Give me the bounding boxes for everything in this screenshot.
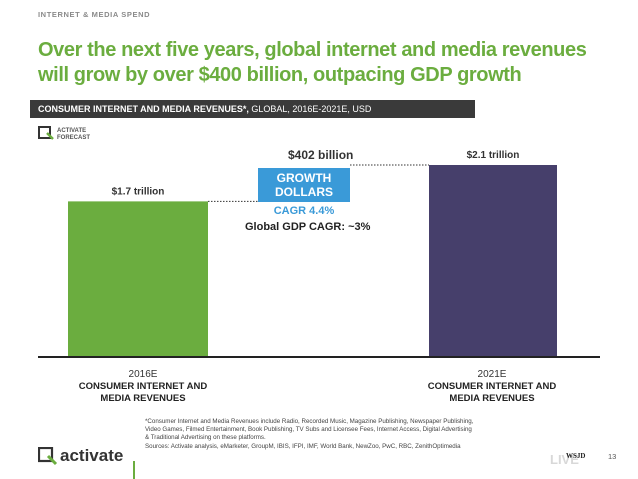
gdp-cagr-label: Global GDP CAGR: ~3%	[245, 221, 371, 233]
category-sublabel-2016: CONSUMER INTERNET AND MEDIA REVENUES	[78, 381, 208, 404]
activate-logo-icon	[38, 126, 54, 140]
bar-2016E	[68, 201, 208, 356]
footnote: *Consumer Internet and Media Revenues in…	[145, 418, 565, 451]
activate-footer-logo-icon	[38, 447, 58, 466]
bar-value-label: $2.1 trillion	[467, 150, 520, 161]
growth-dollars-badge: GROWTH DOLLARS	[258, 168, 350, 202]
chart-subtitle-rest: GLOBAL, 2016E-2021E, USD	[248, 104, 372, 114]
category-sublabel-2021: CONSUMER INTERNET AND MEDIA REVENUES	[427, 381, 557, 404]
wsjd-text: WSJD	[566, 452, 585, 460]
section-label: INTERNET & MEDIA SPEND	[38, 10, 151, 19]
footnote-line: & Traditional Advertising on these platf…	[145, 434, 266, 442]
category-year-2016: 2016E	[128, 369, 158, 380]
footnote-sources: Sources: Activate analysis, eMarketer, G…	[145, 442, 461, 450]
difference-label: $402 billion	[288, 148, 354, 162]
footnote-line: Video Games, Filmed Entertainment, Book …	[145, 426, 472, 434]
category-label-2016: 2016E CONSUMER INTERNET AND MEDIA REVENU…	[68, 369, 218, 405]
category-year-2021: 2021E	[477, 369, 507, 380]
footer-divider	[133, 461, 135, 479]
footnote-line: *Consumer Internet and Media Revenues in…	[145, 418, 474, 425]
category-label-2021: 2021E CONSUMER INTERNET AND MEDIA REVENU…	[417, 369, 567, 405]
forecast-label-line1: ACTIVATE	[57, 128, 87, 134]
page-title: Over the next five years, global interne…	[38, 39, 587, 86]
bar-2021E	[429, 165, 557, 356]
chart-subtitle-strong: CONSUMER INTERNET AND MEDIA REVENUES*,	[38, 104, 249, 114]
forecast-label-line2: FORECAST	[57, 135, 90, 141]
bar-value-label: $1.7 trillion	[112, 186, 165, 197]
forecast-label: ACTIVATE FORECAST	[57, 128, 90, 142]
chart-subtitle-bar: CONSUMER INTERNET AND MEDIA REVENUES*, G…	[30, 100, 475, 118]
page-number: 13	[608, 452, 617, 461]
wsj-live-text: LIVE	[550, 452, 579, 467]
cagr-label: CAGR 4.4%	[273, 205, 335, 217]
wsjd-live-logo-icon: LIVE WSJD	[550, 452, 585, 467]
footer-brand-name: activate	[60, 446, 124, 465]
